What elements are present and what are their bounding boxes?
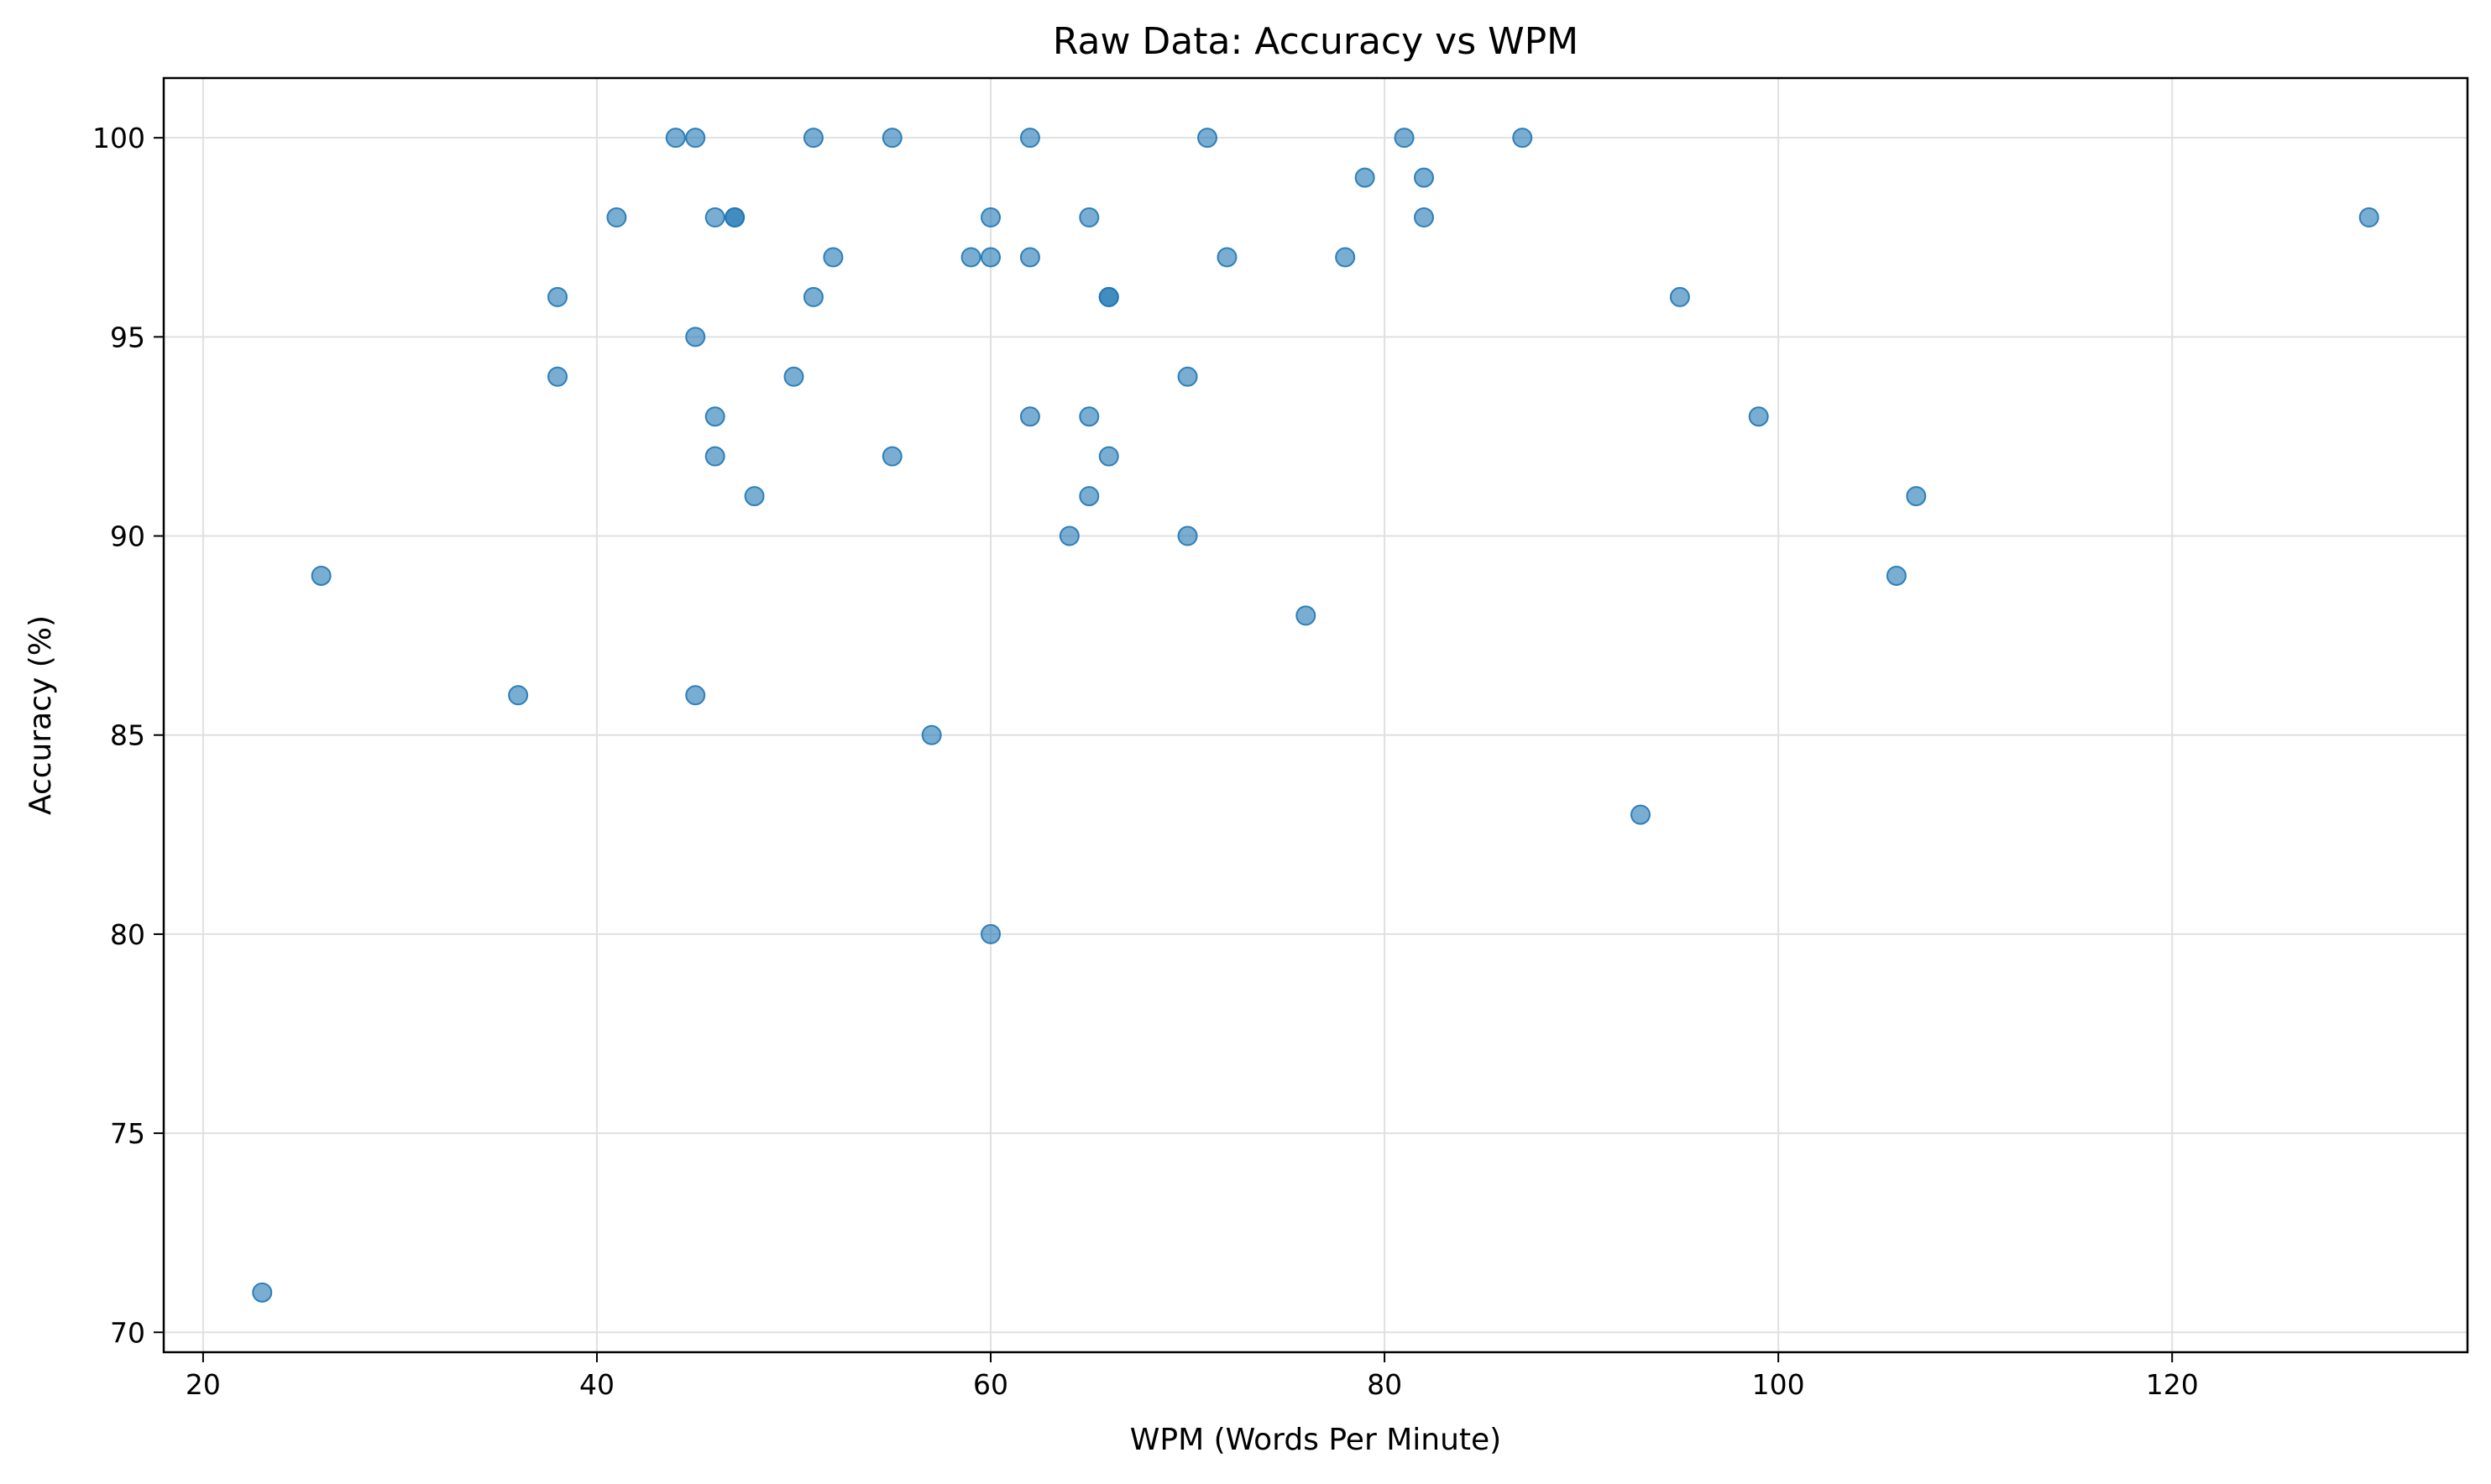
data-point (1019, 128, 1040, 149)
data-point (981, 247, 1002, 268)
plot-frame (162, 76, 2469, 1354)
data-point (1669, 286, 1690, 307)
x-tick-label: 20 (186, 1368, 221, 1401)
data-point (1019, 247, 1040, 268)
data-point (704, 406, 725, 427)
x-tick-label: 120 (2146, 1368, 2199, 1401)
data-point (685, 685, 706, 706)
data-point (547, 286, 568, 307)
data-point (547, 366, 568, 387)
data-point (1079, 207, 1100, 228)
y-tick-label: 80 (110, 918, 145, 951)
data-point (1177, 366, 1198, 387)
y-axis-label: Accuracy (%) (24, 615, 58, 815)
data-point (1079, 406, 1100, 427)
data-point (981, 923, 1002, 944)
grid-lines (164, 78, 2467, 1352)
x-tick-label: 60 (973, 1368, 1008, 1401)
y-axis-ticks: 70 75 80 85 90 95 100 (92, 122, 164, 1349)
data-point (981, 207, 1002, 228)
data-point (1177, 525, 1198, 546)
chart-title: Raw Data: Accuracy vs WPM (1053, 20, 1578, 63)
data-point (606, 207, 627, 228)
data-point (704, 446, 725, 467)
data-point (311, 565, 332, 586)
data-point (803, 128, 824, 149)
data-point (1886, 565, 1907, 586)
data-point (744, 486, 765, 507)
x-axis-ticks: 20 40 60 80 100 120 (186, 1352, 2199, 1401)
data-point (1394, 128, 1415, 149)
data-point (252, 1282, 273, 1303)
x-axis-label: WPM (Words Per Minute) (1130, 1423, 1501, 1457)
data-point (1079, 486, 1100, 507)
y-tick-label: 90 (110, 520, 145, 553)
data-point (508, 685, 529, 706)
x-tick-label: 100 (1752, 1368, 1805, 1401)
x-tick-label: 40 (579, 1368, 615, 1401)
data-point (960, 247, 981, 268)
data-point (685, 327, 706, 347)
y-tick-label: 100 (92, 122, 145, 154)
data-point (823, 247, 844, 268)
data-point (882, 128, 903, 149)
data-point (685, 128, 706, 149)
data-point (1019, 406, 1040, 427)
data-point (803, 286, 824, 307)
data-point (1098, 286, 1119, 307)
data-point (1413, 167, 1434, 188)
data-point (1059, 525, 1080, 546)
data-point (1512, 128, 1533, 149)
data-point (1354, 167, 1375, 188)
data-points (252, 128, 2379, 1303)
data-point (1748, 406, 1769, 427)
data-point (1335, 247, 1356, 268)
data-point (704, 207, 725, 228)
data-point (783, 366, 804, 387)
y-tick-label: 70 (110, 1316, 145, 1349)
data-point (1098, 446, 1119, 467)
data-point (882, 446, 903, 467)
x-tick-label: 80 (1367, 1368, 1402, 1401)
data-point (665, 128, 686, 149)
data-point (1630, 804, 1651, 825)
data-point (1413, 207, 1434, 228)
y-tick-label: 75 (110, 1117, 145, 1150)
data-point (1197, 128, 1218, 149)
data-point (725, 207, 746, 228)
data-point (1295, 605, 1316, 626)
data-point (921, 724, 942, 745)
data-point (1217, 247, 1238, 268)
data-point (1906, 486, 1927, 507)
y-tick-label: 95 (110, 321, 145, 353)
y-tick-label: 85 (110, 719, 145, 752)
data-point (2358, 207, 2379, 228)
